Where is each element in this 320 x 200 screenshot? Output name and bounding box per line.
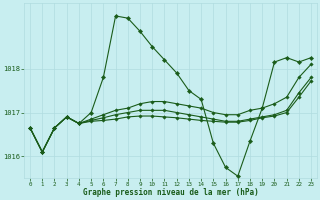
X-axis label: Graphe pression niveau de la mer (hPa): Graphe pression niveau de la mer (hPa) [83, 188, 259, 197]
